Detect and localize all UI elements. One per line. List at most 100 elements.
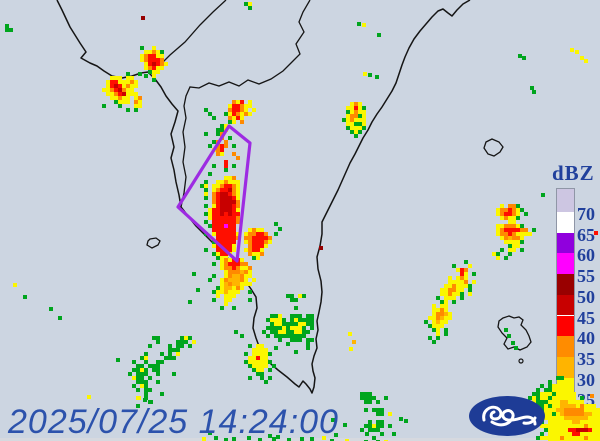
echo-cell <box>464 272 468 276</box>
echo-cell <box>232 100 236 104</box>
echo-cell <box>360 396 364 400</box>
echo-cell <box>106 88 110 92</box>
echo-cell <box>240 282 244 286</box>
echo-cell <box>220 228 224 232</box>
echo-cell <box>228 116 232 120</box>
echo-cell <box>256 256 260 260</box>
echo-cell <box>584 420 588 424</box>
echo-cell <box>58 316 62 320</box>
echo-cell <box>232 184 236 188</box>
echo-cell <box>126 100 130 104</box>
echo-cell <box>152 78 156 82</box>
echo-cell <box>298 326 302 330</box>
echo-cell <box>87 395 91 399</box>
echo-cell <box>588 424 592 428</box>
echo-cell <box>372 408 376 412</box>
echo-cell <box>388 424 392 428</box>
echo-cell <box>564 400 568 404</box>
echo-cell <box>456 284 460 288</box>
echo-cell <box>572 436 576 440</box>
echo-cell <box>130 92 134 96</box>
echo-cell <box>262 330 266 334</box>
echo-cell <box>298 334 302 338</box>
echo-cell <box>212 208 216 212</box>
echo-cell <box>346 114 350 118</box>
echo-cell <box>364 400 368 404</box>
echo-cell <box>148 376 152 380</box>
echo-cell <box>114 88 118 92</box>
echo-cell <box>294 350 298 354</box>
echo-cell <box>252 368 256 372</box>
echo-cell <box>584 432 588 436</box>
echo-cell <box>180 344 184 348</box>
echo-cell <box>504 240 508 244</box>
echo-cell <box>568 420 572 424</box>
echo-cell <box>560 376 564 380</box>
echo-cell <box>500 208 504 212</box>
echo-cell <box>224 164 228 168</box>
echo-cell <box>354 134 358 138</box>
echo-cell <box>392 432 396 436</box>
echo-cell <box>592 416 596 420</box>
echo-cell <box>448 296 452 300</box>
echo-cell <box>306 322 310 326</box>
echo-cell <box>144 380 148 384</box>
echo-cell <box>224 192 228 196</box>
echo-cell <box>236 180 240 184</box>
echo-cell <box>244 262 248 266</box>
echo-cell <box>252 252 256 256</box>
echo-cell <box>110 88 114 92</box>
echo-cell <box>252 108 256 112</box>
echo-cell <box>452 284 456 288</box>
echo-cell <box>208 431 212 435</box>
echo-cell <box>516 228 520 232</box>
echo-cell <box>138 104 142 108</box>
echo-cell <box>460 268 464 272</box>
echo-cell <box>268 352 272 356</box>
echo-cell <box>560 408 564 412</box>
echo-cell <box>244 266 248 270</box>
echo-cell <box>208 172 212 176</box>
echo-cell <box>572 408 576 412</box>
echo-cell <box>528 396 532 400</box>
echo-cell <box>456 280 460 284</box>
echo-cell <box>556 396 560 400</box>
echo-cell <box>540 400 544 404</box>
echo-cell <box>252 256 256 260</box>
echo-cell <box>224 196 228 200</box>
echo-cell <box>224 262 228 266</box>
echo-cell <box>552 428 556 432</box>
echo-cell <box>362 118 366 122</box>
echo-cell <box>380 432 384 436</box>
echo-cell <box>130 84 134 88</box>
echo-cell <box>216 192 220 196</box>
echo-cell <box>216 152 220 156</box>
echo-cell <box>580 416 584 420</box>
echo-cell <box>268 368 272 372</box>
echo-cell <box>252 360 256 364</box>
echo-cell <box>540 384 544 388</box>
echo-cell <box>524 232 528 236</box>
echo-cell <box>270 318 274 322</box>
echo-cell <box>460 284 464 288</box>
echo-cell <box>188 336 192 340</box>
echo-cell <box>248 6 252 10</box>
legend-tick-label: 35 <box>577 348 595 369</box>
echo-cell <box>496 252 500 256</box>
echo-cell <box>350 102 354 106</box>
echo-cell <box>572 392 576 396</box>
echo-cell <box>236 286 240 290</box>
echo-cell <box>252 236 256 240</box>
echo-cell <box>192 272 196 276</box>
echo-cell <box>436 296 440 300</box>
echo-cell <box>248 240 252 244</box>
echo-cell <box>118 84 122 88</box>
echo-cell <box>572 400 576 404</box>
echo-cell <box>560 380 564 384</box>
echo-cell <box>552 396 556 400</box>
echo-cell <box>504 208 508 212</box>
echo-cell <box>148 54 152 58</box>
echo-cell <box>452 300 456 304</box>
echo-cell <box>548 392 552 396</box>
